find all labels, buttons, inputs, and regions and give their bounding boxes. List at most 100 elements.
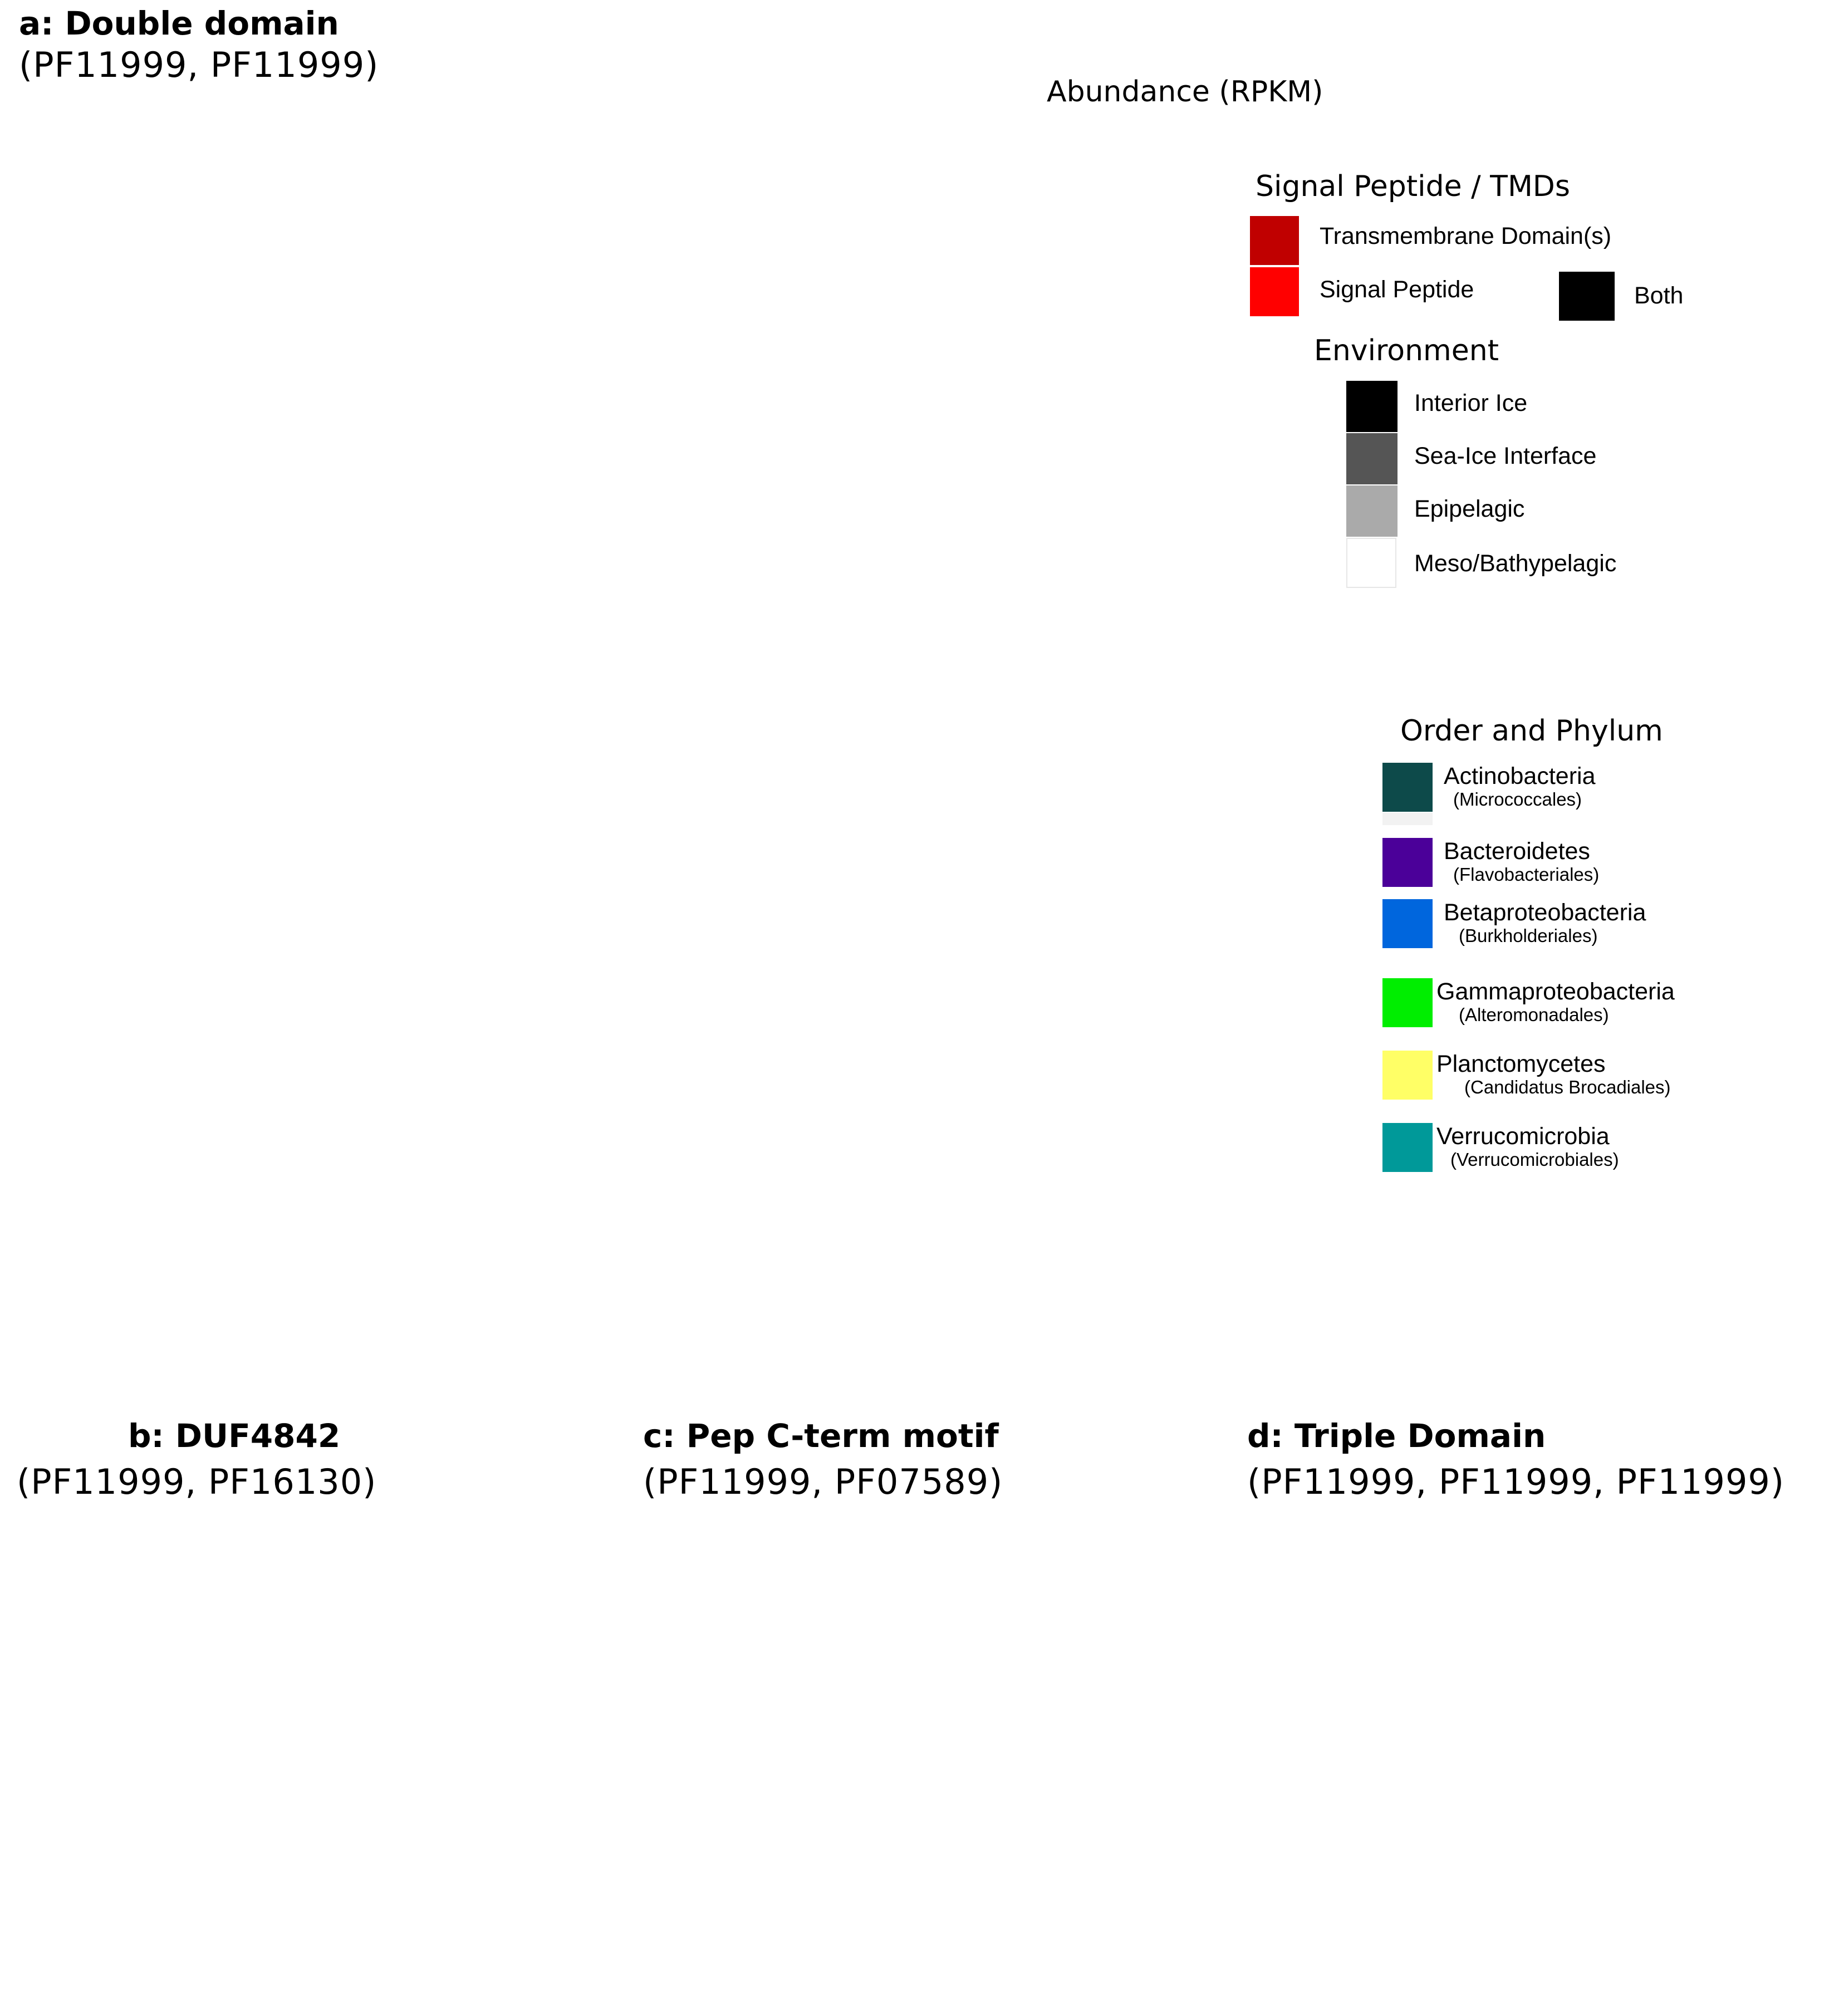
- signal-ring-segment: [1053, 951, 1084, 974]
- tree-branch: [676, 761, 723, 914]
- abundance-bar: [174, 985, 179, 990]
- taxonomy-ring-segment: [504, 1185, 527, 1242]
- abundance-bar: [858, 1232, 880, 1279]
- environment-ring-segment: [330, 1845, 346, 1863]
- tree-branch: [597, 788, 639, 914]
- environment-ring-segment: [1003, 1665, 1021, 1676]
- taxonomy-ring-segment: [1022, 1765, 1044, 1781]
- environment-ring-segment: [892, 1065, 918, 1100]
- taxonomy-ring-segment: [908, 1508, 924, 1530]
- abundance-bar: [110, 816, 116, 822]
- tree-branch: [227, 1721, 257, 1801]
- tree-branch: [853, 1620, 865, 1679]
- abundance-bar: [52, 1763, 66, 1774]
- tree-arc: [818, 1722, 822, 1726]
- taxonomy-ring-segment: [422, 1156, 453, 1211]
- abundance-bar: [998, 1154, 1010, 1167]
- grid-circle: [1408, 1642, 1565, 1799]
- abundance-bar: [705, 1855, 712, 1861]
- environment-ring-segment: [204, 756, 243, 766]
- environment-ring-segment: [106, 1777, 124, 1792]
- grid-circle: [399, 449, 926, 976]
- environment-ring-segment: [208, 785, 247, 797]
- abundance-bar: [1200, 854, 1204, 860]
- taxonomy-ring-segment: [394, 1142, 428, 1196]
- environment-ring-segment: [452, 1088, 474, 1125]
- environment-ring-segment: [351, 368, 382, 401]
- signal-ring-segment: [489, 1144, 506, 1176]
- environment-ring-segment: [908, 1053, 935, 1088]
- abundance-bar: [1122, 1023, 1174, 1061]
- signal-ring-segment: [1489, 1572, 1498, 1585]
- tree-arc: [545, 593, 559, 606]
- signal-ring-segment: [1089, 526, 1121, 543]
- signal-ring-segment: [662, 1696, 676, 1705]
- abundance-bar: [1173, 488, 1178, 494]
- tree-arc: [531, 695, 535, 732]
- abundance-bar: [715, 1868, 727, 1880]
- signal-ring-segment: [984, 1039, 1011, 1066]
- tree-arc: [589, 802, 592, 805]
- environment-ring-segment: [582, 257, 595, 297]
- abundance-bar: [109, 1546, 122, 1560]
- taxonomy-ring-segment: [643, 162, 651, 220]
- environment-ring-segment: [393, 1610, 411, 1626]
- environment-ring-segment: [614, 253, 624, 293]
- signal-ring-segment: [1379, 1612, 1394, 1626]
- tree-branch: [430, 606, 616, 692]
- signal-ring-segment: [341, 1542, 355, 1557]
- environment-ring-segment: [1547, 1601, 1561, 1616]
- signal-ring-segment: [169, 695, 202, 702]
- abundance-bar: [1606, 1839, 1621, 1853]
- signal-ring-segment: [1092, 875, 1124, 892]
- abundance-bar: [1136, 1002, 1150, 1013]
- tree-arc: [533, 632, 543, 649]
- taxonomy-ring-segment: [548, 173, 566, 230]
- environment-ring-segment: [948, 1822, 964, 1840]
- taxonomy-ring-segment: [169, 461, 224, 493]
- taxonomy-ring-segment: [642, 1205, 651, 1263]
- signal-ring-segment: [401, 1596, 415, 1610]
- taxonomy-ring-segment: [236, 1503, 248, 1524]
- environment-ring-segment: [990, 1769, 1007, 1783]
- abundance-bar: [1057, 1684, 1079, 1693]
- environment-ring-segment: [254, 493, 291, 516]
- signal-ring-segment: [554, 1162, 567, 1195]
- abundance-bar: [237, 1084, 251, 1097]
- environment-ring-segment: [386, 1798, 404, 1814]
- abundance-bar: [586, 1264, 591, 1269]
- taxonomy-ring-segment: [938, 256, 976, 307]
- taxonomy-ring-segment: [115, 649, 173, 661]
- environment-ring-segment: [485, 1102, 505, 1141]
- abundance-bar: [192, 1901, 200, 1908]
- taxonomy-ring-segment: [815, 1887, 827, 1909]
- abundance-bar: [170, 442, 175, 448]
- signal-ring-segment: [499, 1147, 516, 1180]
- abundance-bar: [356, 1519, 365, 1527]
- tree-branch: [437, 737, 586, 786]
- taxonomy-ring-segment: [896, 1144, 930, 1198]
- taxonomy-ring-segment: [1351, 1609, 1374, 1631]
- signal-ring-segment: [463, 1134, 481, 1166]
- taxonomy-ring-segment: [394, 228, 428, 282]
- tree-branch: [547, 691, 578, 699]
- taxonomy-ring-segment: [796, 1185, 818, 1243]
- tree-arc: [740, 822, 743, 825]
- tree-branch: [288, 1670, 328, 1693]
- tree-arc: [750, 797, 756, 802]
- environment-ring-segment: [241, 521, 278, 542]
- environment-ring-segment: [203, 746, 242, 756]
- environment-ring-segment: [1061, 848, 1100, 866]
- abundance-bar: [1208, 591, 1247, 604]
- taxonomy-ring-segment: [1425, 1558, 1441, 1582]
- signal-ring-segment: [1013, 1753, 1028, 1765]
- tree-branch: [192, 1706, 246, 1708]
- environment-ring-segment: [950, 1019, 980, 1051]
- environment-ring-segment: [661, 1135, 668, 1174]
- abundance-bar: [140, 1534, 147, 1540]
- tree-branch: [1453, 1729, 1469, 1739]
- taxonomy-ring-segment: [405, 223, 438, 277]
- abundance-bar: [1406, 1562, 1414, 1568]
- environment-ring-segment: [266, 1533, 276, 1549]
- tree-arc: [257, 1745, 261, 1747]
